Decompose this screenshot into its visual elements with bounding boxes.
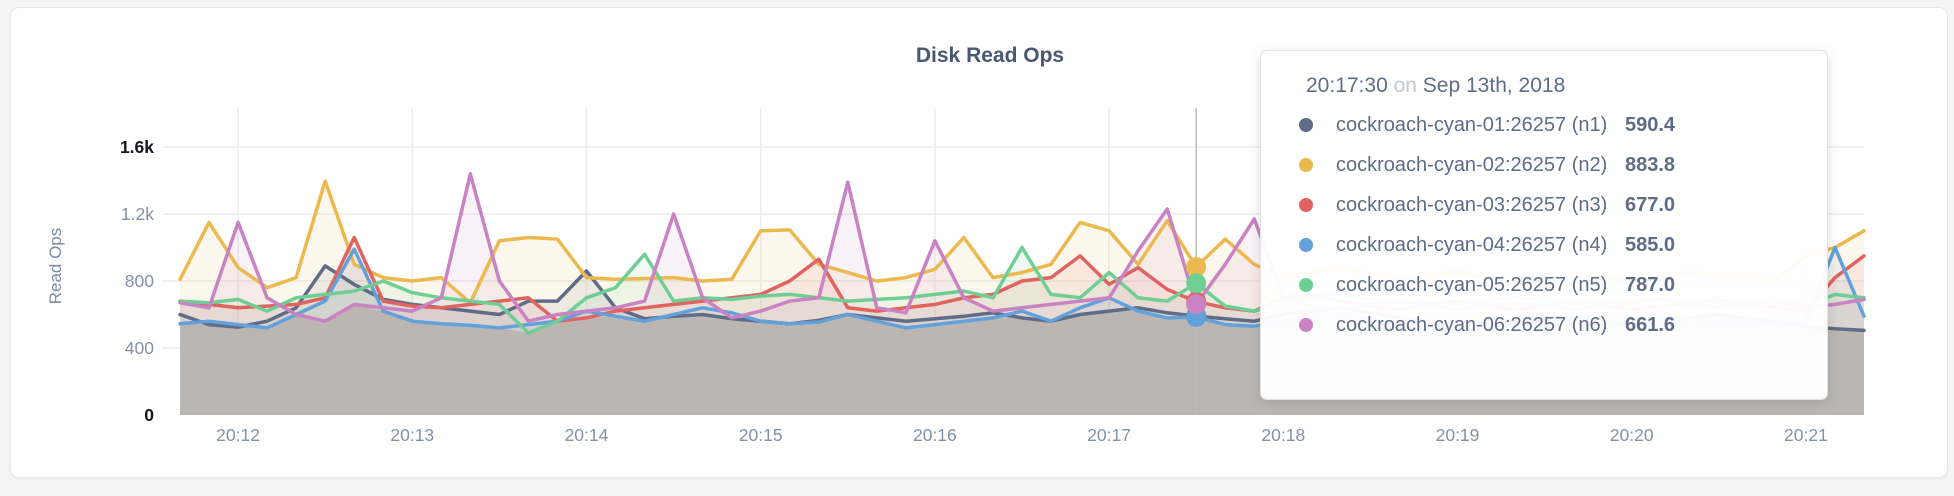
series-name: cockroach-cyan-03:26257 (n3)	[1336, 193, 1608, 216]
series-value: 590.4	[1625, 113, 1676, 136]
hover-point	[1186, 256, 1207, 277]
series-dot-icon	[1299, 118, 1313, 132]
series-dot-icon	[1299, 278, 1313, 292]
series-name: cockroach-cyan-05:26257 (n5)	[1336, 273, 1608, 296]
tooltip-series-row: cockroach-cyan-01:26257 (n1) 590.4	[1299, 105, 1827, 145]
series-dot-icon	[1299, 158, 1313, 172]
tooltip-series-row: cockroach-cyan-06:26257 (n6) 661.6	[1299, 305, 1827, 345]
x-axis-tick-label: 20:17	[1087, 425, 1131, 445]
x-axis-tick-label: 20:14	[565, 425, 609, 445]
tooltip-header: 20:17:30 on Sep 13th, 2018	[1306, 73, 1827, 99]
series-value: 661.6	[1625, 313, 1676, 336]
hover-point	[1186, 273, 1207, 294]
tooltip-date: Sep 13th, 2018	[1422, 74, 1566, 97]
y-axis-tick-label: 1.2k	[121, 204, 154, 224]
series-value: 787.0	[1625, 273, 1676, 296]
x-axis-tick-label: 20:13	[390, 425, 434, 445]
y-axis-tick-label: 1.6k	[120, 137, 154, 157]
x-axis-tick-label: 20:12	[216, 425, 260, 445]
y-axis-tick-label: 400	[125, 338, 154, 358]
y-axis-label: Read Ops	[46, 228, 65, 305]
x-axis-tick-label: 20:18	[1261, 425, 1305, 445]
hover-point	[1186, 294, 1207, 315]
tooltip-series-row: cockroach-cyan-02:26257 (n2) 883.8	[1299, 145, 1827, 185]
tooltip-rows: cockroach-cyan-01:26257 (n1) 590.4 cockr…	[1299, 105, 1827, 345]
y-axis-tick-label: 0	[144, 405, 154, 425]
tooltip-time: 20:17:30	[1306, 74, 1388, 97]
series-dot-icon	[1299, 238, 1313, 252]
tooltip-series-row: cockroach-cyan-05:26257 (n5) 787.0	[1299, 265, 1827, 305]
x-axis-tick-label: 20:21	[1784, 425, 1828, 445]
series-name: cockroach-cyan-01:26257 (n1)	[1336, 113, 1608, 136]
series-name: cockroach-cyan-04:26257 (n4)	[1336, 233, 1608, 256]
x-axis-tick-label: 20:19	[1436, 425, 1480, 445]
series-value: 883.8	[1625, 153, 1676, 176]
series-value: 585.0	[1625, 233, 1676, 256]
x-axis-tick-label: 20:16	[913, 425, 957, 445]
tooltip-series-row: cockroach-cyan-03:26257 (n3) 677.0	[1299, 185, 1827, 225]
tooltip-series-row: cockroach-cyan-04:26257 (n4) 585.0	[1299, 225, 1827, 265]
x-axis-tick-label: 20:20	[1610, 425, 1654, 445]
series-value: 677.0	[1625, 193, 1676, 216]
series-dot-icon	[1299, 198, 1313, 212]
chart-title: Disk Read Ops	[916, 44, 1064, 67]
series-dot-icon	[1299, 318, 1313, 332]
series-name: cockroach-cyan-06:26257 (n6)	[1336, 313, 1608, 336]
tooltip-conjunction: on	[1393, 74, 1417, 97]
y-axis-tick-label: 800	[125, 271, 154, 291]
chart-tooltip: 20:17:30 on Sep 13th, 2018 cockroach-cya…	[1260, 50, 1828, 400]
series-name: cockroach-cyan-02:26257 (n2)	[1336, 153, 1608, 176]
x-axis-tick-label: 20:15	[739, 425, 783, 445]
